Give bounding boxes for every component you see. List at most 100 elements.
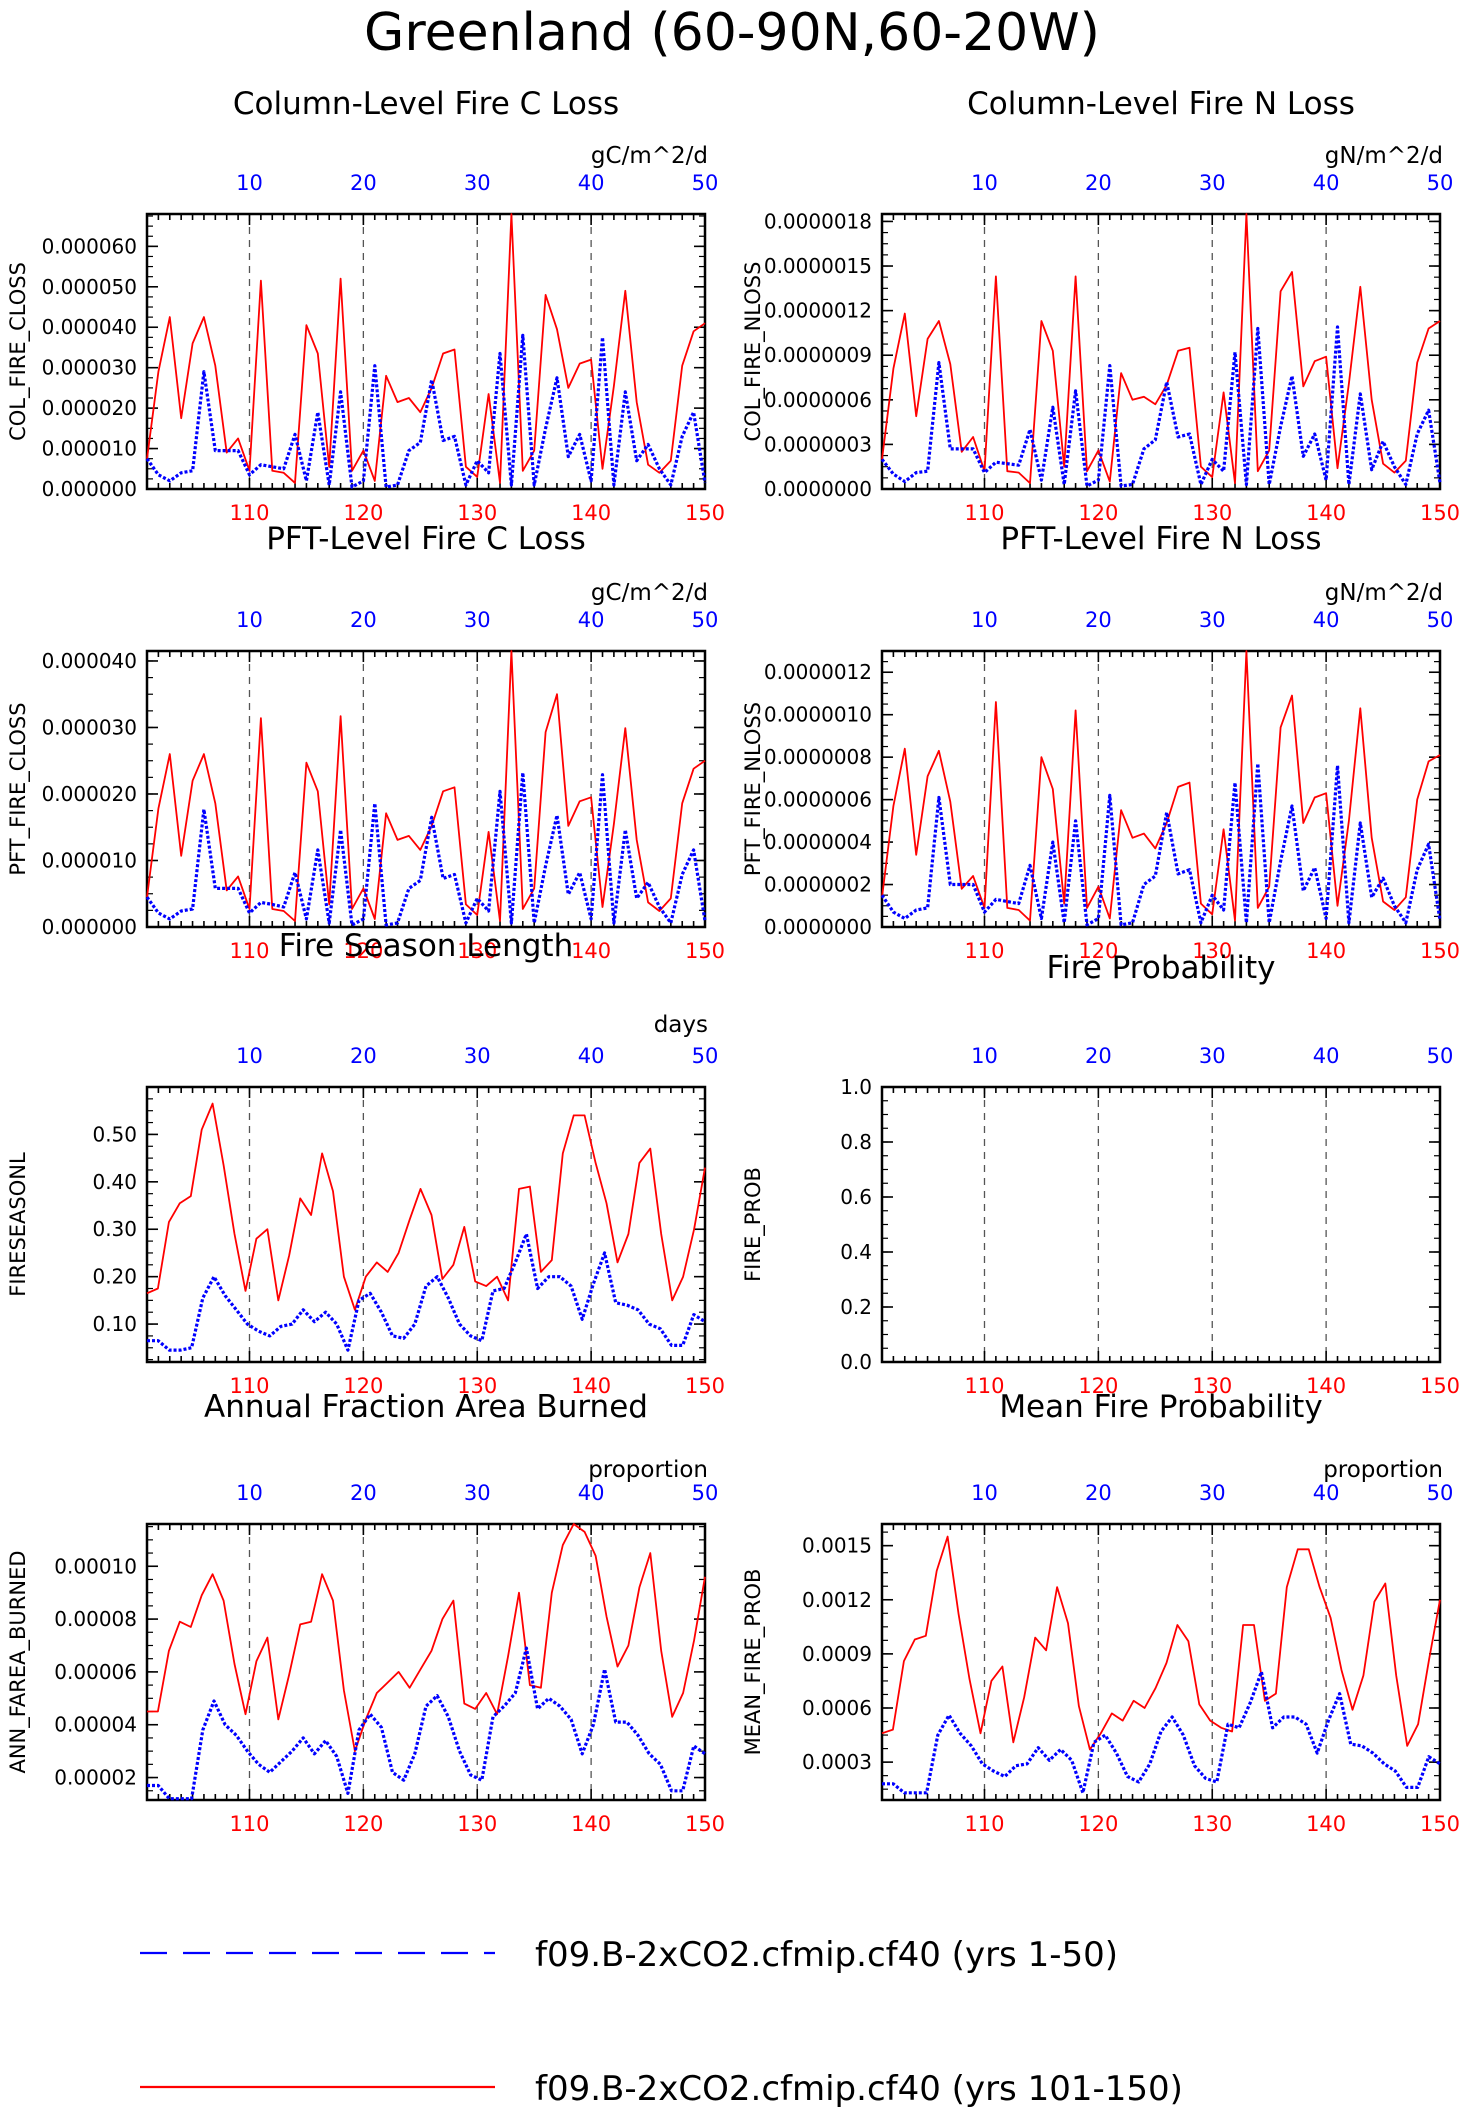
x-tick-label-top: 10 [971, 171, 998, 195]
plot-frame [145, 212, 707, 491]
x-tick-label-top: 40 [578, 1481, 605, 1505]
series-line-yrs-1-50 [145, 333, 707, 489]
series-line-yrs-1-50 [880, 761, 1442, 927]
y-tick-label: 0.10 [92, 1312, 137, 1336]
x-tick-label-top: 10 [236, 171, 263, 195]
x-tick-label: 140 [1306, 939, 1346, 963]
x-tick-label-top: 30 [1199, 1481, 1226, 1505]
x-tick-label-top: 30 [464, 608, 491, 632]
x-tick-label: 110 [964, 1812, 1004, 1836]
x-tick-label-top: 20 [1085, 1044, 1112, 1068]
x-tick-label: 130 [457, 939, 497, 963]
units-label: days [654, 1012, 708, 1038]
x-tick-label-top: 10 [971, 608, 998, 632]
x-tick-label: 110 [229, 939, 269, 963]
x-tick-label-top: 50 [692, 1481, 719, 1505]
y-tick-label: 0.40 [92, 1170, 137, 1194]
plot-frame [145, 1085, 707, 1364]
x-tick-label-top: 50 [1427, 1481, 1454, 1505]
x-tick-label: 110 [964, 1374, 1004, 1398]
panel-title: Column-Level Fire C Loss [233, 86, 619, 122]
x-tick-label: 120 [343, 939, 383, 963]
plot-frame [880, 1522, 1442, 1802]
y-axis-label: COL_FIRE_CLOSS [6, 262, 31, 441]
y-tick-label: 0.0000008 [764, 745, 872, 769]
x-tick-label-top: 40 [1313, 171, 1340, 195]
x-tick-label: 110 [229, 501, 269, 525]
x-tick-label: 110 [964, 939, 1004, 963]
y-tick-label: 0.0000010 [764, 703, 872, 727]
x-tick-label: 130 [1192, 1374, 1232, 1398]
units-label: gC/m^2/d [591, 580, 708, 606]
legend-label-red: f09.B-2xCO2.cfmip.cf40 (yrs 101-150) [535, 2069, 1183, 2109]
y-tick-label: 0.20 [92, 1265, 137, 1289]
y-tick-label: 0.000030 [42, 356, 137, 380]
series-line-yrs-1-50 [147, 1646, 706, 1801]
y-tick-label: 0.0000000 [764, 477, 872, 501]
x-tick-label-top: 20 [350, 608, 377, 632]
y-tick-label: 0.0009 [802, 1642, 872, 1666]
y-tick-label: 0.000010 [42, 848, 137, 872]
x-tick-label: 150 [685, 939, 725, 963]
y-tick-label: 0.000000 [42, 915, 137, 939]
units-label: gN/m^2/d [1325, 143, 1443, 169]
y-tick-label: 0.000040 [42, 649, 137, 673]
panel-title: Fire Season Length [279, 928, 573, 964]
x-tick-label-top: 50 [1427, 171, 1454, 195]
x-tick-label-top: 40 [1313, 1044, 1340, 1068]
x-tick-label-top: 50 [1427, 1044, 1454, 1068]
series-line-yrs-101-150 [146, 1102, 706, 1311]
units-label: proportion [588, 1457, 708, 1483]
x-tick-label: 150 [1420, 1812, 1460, 1836]
panel-title: PFT-Level Fire C Loss [266, 521, 586, 557]
x-tick-label: 140 [571, 939, 611, 963]
x-tick-label-top: 30 [464, 1481, 491, 1505]
y-axis-label: COL_FIRE_NLOSS [741, 262, 766, 442]
y-tick-label: 0.000050 [42, 275, 137, 299]
series-line-yrs-1-50 [882, 1670, 1441, 1795]
y-tick-label: 0.0000009 [764, 343, 872, 367]
y-tick-label: 0.0000006 [764, 788, 872, 812]
panel-title: Column-Level Fire N Loss [967, 86, 1355, 122]
x-tick-label-top: 30 [464, 1044, 491, 1068]
figure-title: Greenland (60-90N,60-20W) [364, 3, 1100, 63]
x-tick-label-top: 40 [578, 608, 605, 632]
x-tick-label: 120 [1078, 1374, 1118, 1398]
x-tick-label-top: 10 [236, 1481, 263, 1505]
y-tick-label: 0.8 [840, 1130, 872, 1154]
x-tick-label-top: 20 [350, 1481, 377, 1505]
x-tick-label: 120 [343, 1812, 383, 1836]
panel-title: Annual Fraction Area Burned [204, 1389, 648, 1425]
y-tick-label: 0.00010 [54, 1554, 137, 1578]
x-tick-label: 120 [343, 501, 383, 525]
plot-frame [880, 1085, 1442, 1364]
y-tick-label: 0.50 [92, 1122, 137, 1146]
y-axis-label: MEAN_FIRE_PROB [741, 1569, 766, 1756]
x-tick-label: 130 [457, 501, 497, 525]
units-label: proportion [1323, 1457, 1443, 1483]
x-tick-label-top: 50 [692, 171, 719, 195]
y-tick-label: 0.0015 [802, 1534, 872, 1558]
y-axis-label: FIRE_PROB [741, 1167, 766, 1282]
y-tick-label: 0.0000015 [764, 254, 872, 278]
y-tick-label: 0.2 [840, 1295, 872, 1319]
y-tick-label: 0.00006 [54, 1660, 137, 1684]
y-tick-label: 0.4 [840, 1240, 872, 1264]
y-tick-label: 0.0003 [802, 1750, 872, 1774]
x-tick-label-top: 40 [578, 1044, 605, 1068]
series-line-yrs-101-150 [146, 650, 706, 922]
x-tick-label: 150 [685, 1374, 725, 1398]
x-tick-label: 130 [457, 1812, 497, 1836]
y-tick-label: 0.000040 [42, 315, 137, 339]
legend-label-blue: f09.B-2xCO2.cfmip.cf40 (yrs 1-50) [535, 1935, 1118, 1975]
y-tick-label: 0.6 [840, 1185, 872, 1209]
x-tick-label: 110 [964, 501, 1004, 525]
plot-frame [145, 1522, 707, 1802]
y-tick-label: 0.0000003 [764, 432, 872, 456]
y-tick-label: 0.0000000 [764, 915, 872, 939]
y-tick-label: 0.0000004 [764, 830, 872, 854]
x-tick-label: 140 [571, 501, 611, 525]
y-tick-label: 0.000030 [42, 715, 137, 739]
